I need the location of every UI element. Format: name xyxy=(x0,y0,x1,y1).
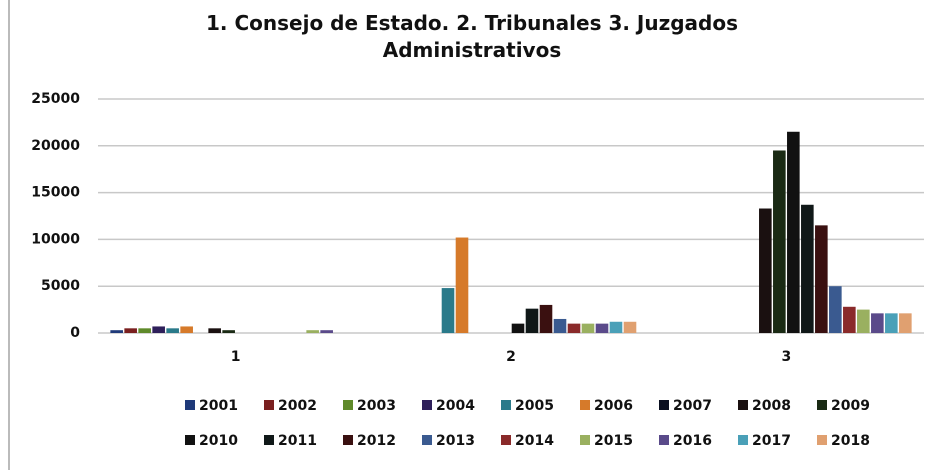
bar xyxy=(595,323,609,333)
x-tick-label: 2 xyxy=(506,349,516,365)
bar xyxy=(511,323,525,333)
y-tick-label: 0 xyxy=(70,325,80,341)
bar xyxy=(110,330,123,333)
bar xyxy=(320,330,333,333)
bar xyxy=(124,328,137,333)
bar xyxy=(787,131,800,333)
bar xyxy=(899,313,912,333)
bar xyxy=(208,328,221,333)
legend-label: 2017 xyxy=(752,433,791,449)
bar xyxy=(553,318,567,333)
bar xyxy=(829,286,842,333)
legend-swatch xyxy=(580,435,590,445)
legend-swatch xyxy=(343,400,353,410)
bar xyxy=(815,225,828,333)
legend-label: 2002 xyxy=(278,398,317,414)
legend-swatch xyxy=(501,400,511,410)
bar xyxy=(455,237,469,333)
legend-label: 2012 xyxy=(357,433,396,449)
legend-label: 2014 xyxy=(515,433,554,449)
y-tick-label: 10000 xyxy=(31,231,80,247)
bar xyxy=(581,323,595,333)
legend-swatch xyxy=(422,435,432,445)
legend-swatch xyxy=(738,435,748,445)
bar xyxy=(306,330,319,333)
bar xyxy=(843,306,856,333)
legend-swatch xyxy=(817,400,827,410)
legend-label: 2009 xyxy=(831,398,870,414)
legend-swatch xyxy=(422,400,432,410)
bar xyxy=(152,326,165,333)
legend-label: 2006 xyxy=(594,398,633,414)
legend-swatch xyxy=(580,400,590,410)
legend-swatch xyxy=(501,435,511,445)
x-tick-label: 1 xyxy=(231,349,241,365)
bar xyxy=(138,328,151,333)
bar xyxy=(871,313,884,333)
bar xyxy=(759,208,772,333)
legend-label: 2008 xyxy=(752,398,791,414)
bar xyxy=(773,150,786,333)
bar xyxy=(885,313,898,333)
legend-swatch xyxy=(264,400,274,410)
legend-swatch xyxy=(738,400,748,410)
legend-label: 2010 xyxy=(199,433,238,449)
legend-swatch xyxy=(185,400,195,410)
legend-swatch xyxy=(817,435,827,445)
legend-swatch xyxy=(264,435,274,445)
bar xyxy=(623,321,637,333)
bar xyxy=(166,328,179,333)
bar xyxy=(441,288,455,333)
legend-swatch xyxy=(659,400,669,410)
legend-label: 2013 xyxy=(436,433,475,449)
bar xyxy=(857,309,870,333)
legend-label: 2003 xyxy=(357,398,396,414)
legend-label: 2001 xyxy=(199,398,238,414)
legend-swatch xyxy=(659,435,669,445)
bar xyxy=(180,326,193,333)
legend-label: 2016 xyxy=(673,433,712,449)
bar xyxy=(539,304,553,333)
legend-label: 2011 xyxy=(278,433,317,449)
bar xyxy=(609,321,623,333)
legend-swatch xyxy=(185,435,195,445)
legend-swatch xyxy=(343,435,353,445)
bar xyxy=(567,323,581,333)
y-tick-label: 20000 xyxy=(31,138,80,154)
legend-label: 2007 xyxy=(673,398,712,414)
legend-label: 2018 xyxy=(831,433,870,449)
y-tick-label: 5000 xyxy=(41,278,80,294)
bar xyxy=(222,330,235,333)
chart-title: 1. Consejo de Estado. 2. Tribunales 3. J… xyxy=(205,11,739,62)
x-tick-label: 3 xyxy=(781,349,791,365)
bar xyxy=(801,204,814,333)
legend-label: 2015 xyxy=(594,433,633,449)
legend-label: 2005 xyxy=(515,398,554,414)
bar xyxy=(525,308,539,333)
y-tick-label: 15000 xyxy=(31,185,80,201)
y-tick-label: 25000 xyxy=(31,91,80,107)
legend-label: 2004 xyxy=(436,398,475,414)
